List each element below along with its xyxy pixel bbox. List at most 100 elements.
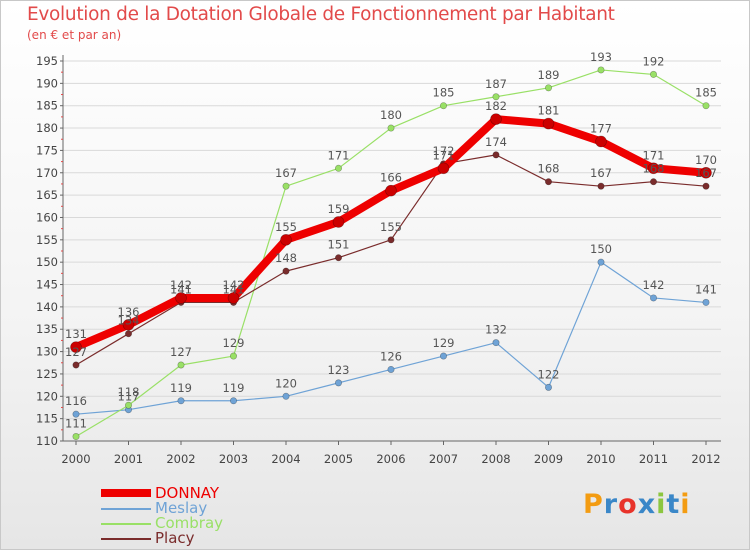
y-tick-label: 150	[36, 255, 58, 269]
data-point-meslay	[649, 294, 657, 302]
y-tick-label: 130	[36, 345, 58, 359]
data-point-donnay	[700, 166, 712, 179]
brand-letter: x	[637, 489, 657, 520]
data-point-combray	[334, 164, 342, 172]
x-tick-label: 2005	[324, 452, 353, 466]
legend-label-meslay: Meslay	[155, 499, 208, 517]
data-label-meslay: 123	[328, 363, 350, 377]
y-tick-label: 135	[36, 322, 58, 336]
data-label-donnay: 155	[275, 220, 297, 234]
legend-label-placy: Placy	[155, 529, 195, 547]
data-label-donnay: 142	[170, 278, 192, 292]
y-tick-label: 110	[36, 434, 58, 448]
data-point-placy	[282, 267, 290, 275]
data-point-placy	[702, 182, 710, 190]
data-point-combray	[439, 102, 447, 110]
data-point-meslay	[597, 258, 605, 266]
brand-letter: i	[656, 489, 667, 520]
data-label-combray: 193	[590, 50, 612, 64]
y-tick-label: 195	[36, 54, 58, 68]
data-point-combray	[492, 93, 500, 101]
legend-label-combray: Combray	[155, 514, 224, 532]
y-tick-label: 180	[36, 121, 58, 135]
data-label-placy: 174	[485, 135, 507, 149]
data-label-donnay: 170	[695, 153, 717, 167]
data-point-placy	[387, 236, 395, 244]
data-label-combray: 127	[170, 345, 192, 359]
data-point-meslay	[492, 339, 500, 347]
data-label-placy: 168	[643, 162, 665, 176]
data-label-combray: 192	[643, 54, 665, 68]
data-label-placy: 172	[433, 144, 455, 158]
brand-letter: P	[583, 489, 604, 520]
y-tick-label: 125	[36, 367, 58, 381]
data-point-combray	[544, 84, 552, 92]
data-label-donnay: 181	[538, 104, 560, 118]
data-label-placy: 141	[223, 282, 245, 296]
data-label-placy: 168	[538, 162, 560, 176]
data-label-combray: 185	[433, 86, 455, 100]
brand-letter: r	[603, 489, 619, 520]
data-point-combray	[597, 66, 605, 74]
data-label-meslay: 126	[380, 349, 402, 363]
x-tick-label: 2002	[166, 452, 195, 466]
data-label-donnay: 159	[328, 202, 350, 216]
data-label-meslay: 119	[170, 381, 192, 395]
legend-swatch-placy	[101, 538, 151, 540]
data-label-combray: 189	[538, 68, 560, 82]
data-label-combray: 111	[65, 417, 87, 431]
data-point-placy	[334, 254, 342, 262]
brand-letter: i	[680, 489, 691, 520]
data-label-meslay: 116	[65, 394, 87, 408]
legend-swatch-donnay	[101, 489, 151, 497]
brand-letter: o	[618, 489, 638, 520]
data-point-meslay	[439, 352, 447, 360]
brand-logo: Proxiti	[583, 489, 691, 520]
x-tick-label: 2000	[61, 452, 90, 466]
data-label-meslay: 119	[223, 381, 245, 395]
data-point-donnay	[385, 184, 397, 197]
data-label-donnay: 142	[223, 278, 245, 292]
data-point-combray	[177, 361, 185, 369]
y-tick-label: 170	[36, 166, 58, 180]
data-point-meslay	[702, 298, 710, 306]
data-label-placy: 151	[328, 238, 350, 252]
data-label-donnay: 171	[643, 148, 665, 162]
data-point-combray	[72, 433, 80, 441]
data-label-placy: 148	[275, 251, 297, 265]
data-point-combray	[387, 124, 395, 132]
data-label-meslay: 117	[118, 390, 140, 404]
data-point-donnay	[70, 341, 82, 353]
y-tick-label: 115	[36, 412, 58, 426]
axes: 1101151201251301351401451501551601651701…	[36, 54, 721, 466]
y-tick-label: 120	[36, 389, 58, 403]
x-tick-label: 2011	[639, 452, 668, 466]
data-point-donnay	[227, 292, 240, 304]
data-point-combray	[702, 102, 710, 110]
data-label-placy: 167	[590, 166, 612, 180]
x-tick-label: 2012	[691, 452, 720, 466]
data-point-meslay	[544, 383, 552, 391]
data-point-meslay	[282, 392, 290, 400]
data-point-donnay	[175, 292, 187, 304]
series-layer	[70, 66, 712, 441]
y-tick-label: 185	[36, 99, 58, 113]
y-tick-label: 145	[36, 278, 58, 292]
chart-subtitle: (en € et par an)	[27, 28, 122, 42]
data-label-donnay: 177	[590, 121, 612, 135]
data-label-combray: 171	[328, 148, 350, 162]
data-label-donnay: 182	[485, 99, 507, 113]
data-label-meslay: 141	[695, 282, 717, 296]
x-tick-label: 2010	[586, 452, 615, 466]
brand-letter: t	[666, 489, 681, 520]
x-tick-label: 2003	[219, 452, 248, 466]
data-point-placy	[597, 182, 605, 190]
data-label-placy: 134	[118, 314, 140, 328]
data-point-placy	[492, 151, 500, 159]
y-tick-label: 190	[36, 76, 58, 90]
data-label-meslay: 122	[538, 367, 560, 381]
data-label-placy: 127	[65, 345, 87, 359]
